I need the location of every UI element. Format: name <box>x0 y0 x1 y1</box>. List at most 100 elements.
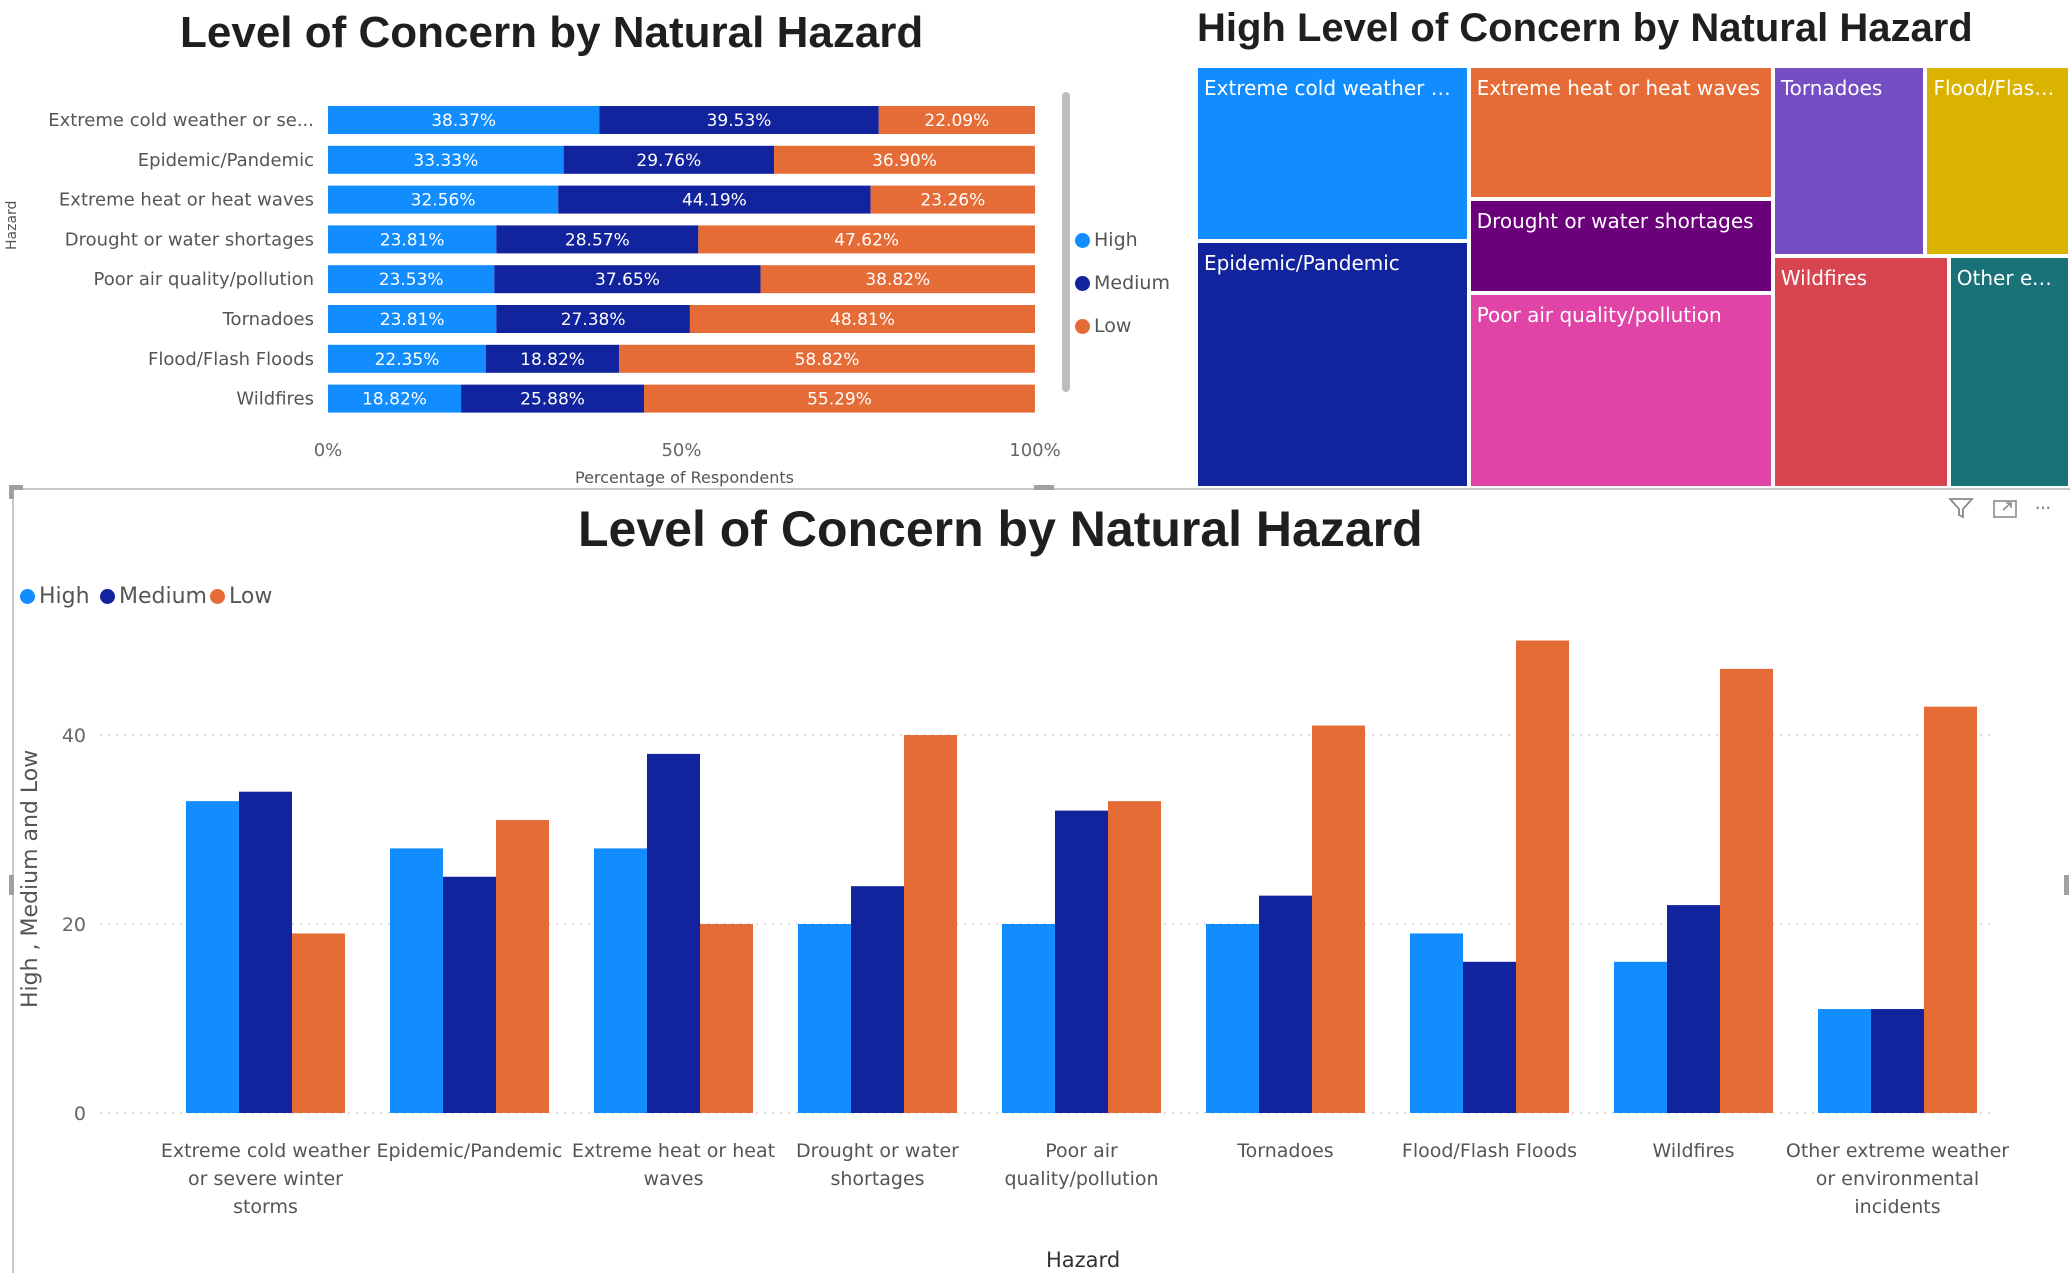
legend-medium-label: Medium <box>119 584 207 609</box>
x-category-label-line: Extreme cold weather <box>161 1140 371 1162</box>
stacked-data-label: 23.81% <box>380 310 445 330</box>
treemap-cell[interactable]: Tornadoes <box>1772 66 1926 256</box>
treemap-cell[interactable]: Drought or water shortages <box>1468 198 1773 294</box>
column-bar-low <box>904 735 957 1113</box>
stacked-x-axis-title: Percentage of Respondents <box>575 468 795 487</box>
column-bar-low <box>1720 668 1773 1113</box>
stacked-bar-low <box>870 185 1036 214</box>
legend-medium-dot-icon <box>100 589 115 604</box>
treemap-cell-label: Extreme cold weather or ... <box>1204 76 1469 100</box>
resize-handle-top-center[interactable] <box>1034 485 1054 490</box>
stacked-bar-high <box>328 344 487 373</box>
stacked-category-label: Drought or water shortages <box>65 229 314 250</box>
x-category-label-line: or environmental <box>1816 1168 1979 1190</box>
column-bar-medium <box>1259 895 1312 1113</box>
stacked-bar-low <box>760 265 1035 294</box>
resize-handle-top-left[interactable] <box>9 485 23 490</box>
treemap-cell-label: Drought or water shortages <box>1476 208 1754 233</box>
x-category-label-line: storms <box>233 1196 298 1218</box>
stacked-category-label: Tornadoes <box>222 309 314 330</box>
stacked-scrollbar[interactable] <box>1062 92 1070 392</box>
treemap-cell[interactable]: Other ex... <box>1948 255 2070 488</box>
x-category-label: Tornadoes <box>1236 1140 1333 1162</box>
filter-icon[interactable] <box>1947 496 1975 526</box>
x-category-label: Flood/Flash Floods <box>1402 1140 1577 1162</box>
stacked-data-label: 18.82% <box>362 390 427 410</box>
legend-high-label: High <box>39 584 90 609</box>
column-bar-high <box>1614 961 1667 1113</box>
stacked-data-label: 22.35% <box>375 350 440 370</box>
treemap-cell-label: Wildfires <box>1780 265 1868 290</box>
stacked-bar-medium <box>563 145 775 174</box>
resize-handle-right-center[interactable] <box>2064 875 2069 895</box>
stacked-bar-high <box>328 384 462 413</box>
stacked-legend-high[interactable]: High <box>1075 229 1138 251</box>
stacked-bar-chart: Extreme cold weather or se... 38.37% 39.53… <box>48 106 1061 461</box>
stacked-category-label: Extreme heat or heat waves <box>59 190 314 211</box>
x-category-label: Epidemic/Pandemic <box>376 1140 562 1162</box>
stacked-category-label: Epidemic/Pandemic <box>138 150 314 171</box>
stacked-data-label: 23.26% <box>920 191 985 211</box>
stacked-x-tick-label: 100% <box>1009 440 1060 461</box>
stacked-data-label: 36.90% <box>872 151 937 171</box>
stacked-bar-low <box>619 344 1035 373</box>
resize-handle-top-left-v[interactable] <box>9 485 14 499</box>
more-options-icon[interactable]: ··· <box>2034 494 2052 519</box>
x-category-label: Wildfires <box>1653 1140 1735 1162</box>
treemap-cell-label: Other ex... <box>1956 265 2063 290</box>
column-legend-low[interactable]: Low <box>210 584 272 609</box>
legend-low-label: Low <box>1094 315 1132 337</box>
focus-mode-icon[interactable] <box>1992 498 2018 526</box>
x-category-label-line: Flood/Flash Floods <box>1402 1140 1577 1162</box>
column-bar-low <box>1312 725 1365 1113</box>
column-legend-medium[interactable]: Medium <box>100 584 207 609</box>
x-category-label: Extreme cold weather or severe winter stor… <box>161 1140 371 1218</box>
column-bar-high <box>1818 1009 1871 1113</box>
y-tick-label: 40 <box>62 725 86 747</box>
legend-medium-dot-icon <box>1075 275 1090 291</box>
stacked-bar-low <box>644 384 1035 413</box>
column-x-axis-title: Hazard <box>1046 1248 1121 1272</box>
column-bar-medium <box>851 886 904 1113</box>
stacked-bar-high <box>328 265 495 294</box>
y-tick-label: 20 <box>62 914 86 936</box>
stacked-bar-low <box>774 145 1035 174</box>
column-bar-medium <box>443 876 496 1113</box>
stacked-x-tick-label: 0% <box>314 440 343 461</box>
x-category-label-line: Extreme heat or heat <box>572 1140 775 1162</box>
stacked-legend-medium[interactable]: Medium <box>1075 272 1170 294</box>
stacked-category-label: Flood/Flash Floods <box>148 349 314 370</box>
x-category-label-line: or severe winter <box>188 1168 343 1190</box>
treemap-cell[interactable]: Extreme cold weather or ... <box>1196 66 1469 242</box>
stacked-bar-medium <box>486 344 620 373</box>
column-bar-high <box>1002 924 1055 1113</box>
x-category-label-line: Epidemic/Pandemic <box>376 1140 562 1162</box>
treemap-cell[interactable]: Flood/Flash... <box>1925 66 2070 256</box>
column-legend-high[interactable]: High <box>20 584 90 609</box>
treemap-cell-label: Flood/Flash... <box>1933 76 2066 100</box>
treemap-cell[interactable]: Epidemic/Pandemic <box>1196 241 1469 488</box>
treemap-cell-label: Extreme heat or heat waves <box>1476 76 1761 100</box>
treemap-cell-label: Poor air quality/pollution <box>1476 303 1722 328</box>
column-bar-medium <box>1463 961 1516 1113</box>
resize-handle-left-center[interactable] <box>9 875 14 895</box>
stacked-bar-low <box>689 305 1035 333</box>
column-bar-high <box>390 848 443 1113</box>
x-category-label-line: quality/pollution <box>1004 1168 1158 1190</box>
stacked-data-label: 22.09% <box>924 111 989 131</box>
legend-high-dot-icon <box>1075 232 1090 248</box>
stacked-bar-high <box>328 106 600 134</box>
x-category-label: Other extreme weather or environmental inc… <box>1786 1140 2009 1218</box>
treemap-cell[interactable]: Poor air quality/pollution <box>1468 293 1773 488</box>
stacked-bar-high <box>328 185 559 214</box>
stacked-bar-medium <box>494 265 761 294</box>
treemap-cell[interactable]: Wildfires <box>1772 255 1949 488</box>
stacked-category-label: Wildfires <box>236 389 314 410</box>
column-bar-high <box>1206 924 1259 1113</box>
x-category-label-line: Tornadoes <box>1236 1140 1333 1162</box>
stacked-bar-low <box>878 106 1035 134</box>
x-category-label: Poor air quality/pollution <box>1004 1140 1158 1190</box>
treemap-cell[interactable]: Extreme heat or heat waves <box>1468 66 1773 199</box>
stacked-category-label: Extreme cold weather or se... <box>48 110 314 131</box>
stacked-legend-low[interactable]: Low <box>1075 315 1131 337</box>
